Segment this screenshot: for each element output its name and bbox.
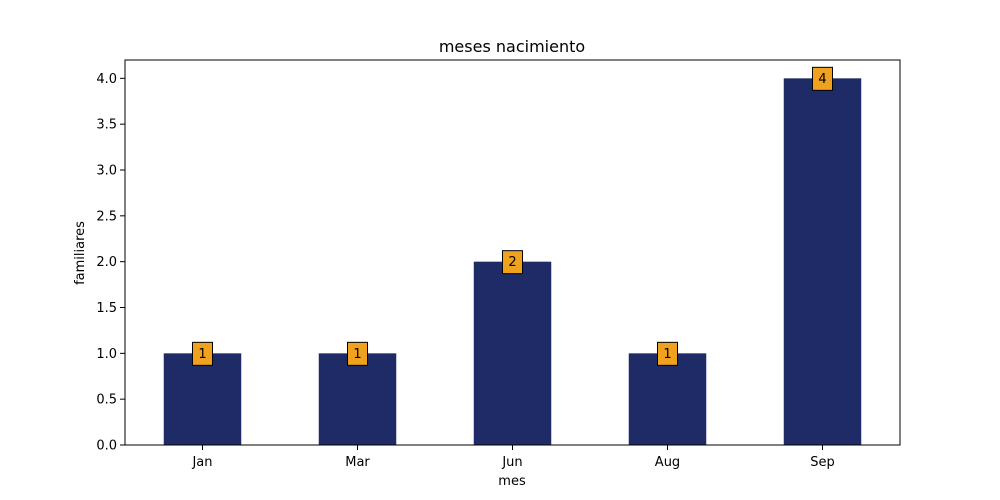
data-label-box xyxy=(812,66,833,91)
y-tick-label: 2.0 xyxy=(96,255,117,270)
y-tick-label: 1.5 xyxy=(96,301,117,316)
bar-mar xyxy=(318,353,397,445)
bar-sep xyxy=(783,78,862,445)
data-label: 1 xyxy=(198,347,206,362)
data-label-box xyxy=(347,341,368,366)
x-tick-label: Jun xyxy=(501,455,522,470)
y-axis-ticks: 0.0 0.5 1.0 1.5 2.0 2.5 3.0 3.5 4.0 xyxy=(96,72,125,454)
data-label-box xyxy=(192,341,213,366)
y-tick-label: 3.5 xyxy=(96,118,117,133)
bar-aug xyxy=(628,353,707,445)
y-tick-label: 1.0 xyxy=(96,347,117,362)
y-tick-label: 0.5 xyxy=(96,393,117,408)
plot-frame xyxy=(124,59,901,446)
bar-jun xyxy=(473,261,552,445)
y-tick-label: 4.0 xyxy=(96,72,117,87)
data-label: 2 xyxy=(508,255,516,270)
data-label: 1 xyxy=(353,347,361,362)
chart-title: meses nacimiento xyxy=(439,37,585,56)
x-tick-label: Aug xyxy=(655,455,680,470)
data-label-box xyxy=(657,341,678,366)
data-labels-group: 1 1 2 1 4 xyxy=(192,66,833,366)
x-tick-label: Mar xyxy=(345,455,370,470)
y-tick-label: 0.0 xyxy=(96,439,117,454)
data-label: 1 xyxy=(663,347,671,362)
data-label-box xyxy=(502,250,523,275)
x-tick-label: Jan xyxy=(191,455,212,470)
bar-jan xyxy=(163,353,242,445)
x-axis-ticks: Jan Mar Jun Aug Sep xyxy=(191,445,835,470)
x-tick-label: Sep xyxy=(810,455,835,470)
bars-group xyxy=(163,78,862,445)
data-label: 4 xyxy=(818,72,826,87)
y-axis-label: familiares xyxy=(73,221,88,285)
y-tick-label: 3.0 xyxy=(96,164,117,179)
y-tick-label: 2.5 xyxy=(96,209,117,224)
x-axis-label: mes xyxy=(498,474,526,489)
